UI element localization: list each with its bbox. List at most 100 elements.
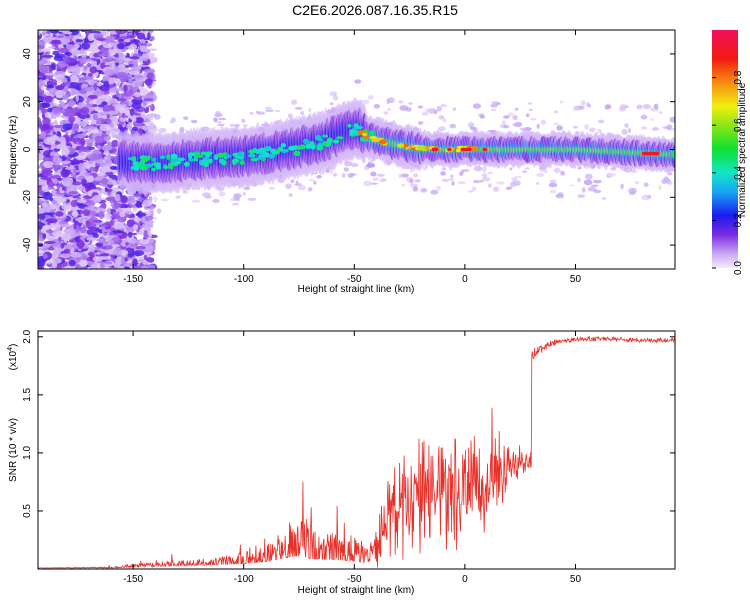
halo-blob [542, 169, 548, 174]
noise-blob [43, 160, 54, 169]
noise-blob [38, 207, 45, 214]
halo-blob [529, 117, 537, 121]
noise-blob [108, 50, 115, 55]
halo-blob [274, 109, 281, 113]
noise-blob [43, 137, 56, 145]
noise-blob [102, 240, 109, 246]
halo-blob [329, 102, 334, 106]
noise-blob [50, 200, 58, 204]
noise-blob [53, 177, 58, 185]
halo-blob [372, 177, 379, 182]
noise-blob [127, 259, 133, 264]
halo-blob [387, 108, 391, 111]
ridge-spot [353, 130, 359, 136]
halo-blob [559, 100, 564, 104]
noise-blob [38, 30, 41, 36]
spectrogram-y-label: Frequency (Hz) [8, 116, 19, 185]
noise-blob [63, 248, 71, 254]
halo-blob [370, 171, 377, 177]
halo-blob [560, 170, 566, 176]
halo-blob [448, 178, 455, 181]
noise-blob [91, 60, 95, 67]
halo-blob [548, 182, 558, 188]
ridge-core [672, 151, 675, 157]
noise-blob [52, 132, 56, 135]
noise-blob [54, 74, 65, 81]
noise-blob [136, 32, 146, 40]
halo-blob [658, 111, 663, 114]
noise-blob [38, 92, 44, 97]
halo-blob [294, 106, 303, 110]
ridge-spot [142, 166, 149, 171]
halo-blob [512, 115, 518, 121]
noise-blob [136, 259, 147, 263]
noise-blob [42, 224, 53, 230]
ridge-hot-spot [403, 143, 409, 148]
snr-y-multiplier: (x104) [7, 344, 19, 371]
halo-blob [205, 195, 212, 199]
halo-blob [524, 167, 530, 170]
noise-blob [41, 30, 47, 33]
noise-blob [143, 98, 154, 102]
noise-blob [49, 30, 60, 34]
noise-blob [48, 46, 56, 49]
noise-blob [119, 211, 126, 218]
noise-blob [135, 245, 147, 250]
noise-blob [72, 243, 77, 248]
noise-blob [96, 37, 106, 42]
noise-blob [62, 147, 70, 156]
noise-blob [65, 44, 75, 47]
noise-blob [70, 199, 78, 208]
noise-blob [97, 53, 110, 57]
halo-blob [583, 123, 590, 130]
noise-blob [130, 65, 140, 70]
noise-blob [60, 160, 71, 165]
noise-blob [142, 199, 153, 207]
halo-blob [265, 109, 274, 112]
noise-blob [72, 137, 83, 145]
noise-blob [70, 74, 79, 83]
halo-blob [467, 190, 475, 193]
noise-blob [40, 131, 47, 137]
noise-blob [89, 166, 96, 172]
noise-blob [42, 54, 54, 58]
halo-blob [490, 108, 496, 111]
noise-blob [137, 53, 142, 57]
noise-blob [131, 80, 143, 87]
ridge-spot [303, 139, 311, 145]
halo-blob [297, 185, 307, 191]
halo-blob [354, 79, 362, 84]
noise-blob [135, 212, 147, 217]
noise-blob [112, 230, 123, 233]
halo-blob [288, 193, 293, 197]
halo-blob [414, 179, 421, 183]
noise-blob [115, 30, 127, 35]
ridge-spot [207, 158, 213, 164]
halo-blob [487, 183, 492, 188]
noise-blob [102, 114, 108, 120]
noise-blob [61, 203, 68, 210]
halo-blob [191, 199, 201, 203]
noise-blob [104, 156, 108, 161]
noise-blob [43, 253, 48, 259]
noise-blob [86, 62, 92, 68]
noise-blob [115, 53, 119, 58]
ridge-spot [204, 153, 211, 158]
halo-blob [540, 119, 546, 125]
noise-blob [90, 244, 95, 253]
snr-y-multiplier-exp: 4 [7, 347, 14, 351]
noise-blob [44, 73, 54, 76]
halo-blob [214, 112, 223, 118]
noise-blob [132, 53, 139, 57]
halo-blob [624, 105, 630, 108]
halo-blob [449, 123, 457, 129]
ridge-spot [264, 145, 272, 152]
noise-blob [139, 239, 150, 245]
ridge-spot [293, 150, 301, 157]
ridge-hot-spot [379, 139, 387, 145]
noise-blob [95, 41, 108, 45]
noise-blob [101, 188, 106, 193]
noise-blob [104, 186, 108, 192]
ridge-spot [326, 138, 332, 144]
